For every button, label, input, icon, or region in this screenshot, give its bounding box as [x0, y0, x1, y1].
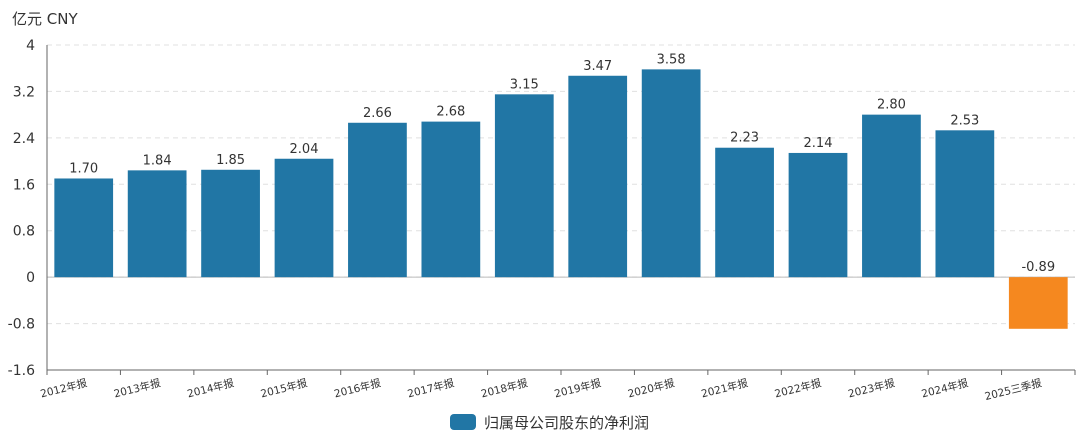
y-axis-unit-label: 亿元 CNY — [12, 10, 78, 28]
y-axis-ticks: 4 3.2 2.4 1.6 0.8 0 -0.8 -1.6 — [8, 38, 35, 379]
data-label: 2.80 — [877, 98, 906, 113]
y-tick-label: 3.2 — [13, 84, 35, 100]
x-tick-label: 2012年报 — [39, 376, 89, 400]
data-label: 1.84 — [143, 153, 172, 168]
x-tick-label: 2019年报 — [553, 376, 603, 400]
y-tick-label: -0.8 — [8, 317, 35, 333]
data-label: 2.04 — [290, 142, 319, 157]
bar — [1008, 277, 1068, 329]
y-tick-label: 0 — [26, 270, 35, 286]
bar — [348, 122, 407, 278]
y-tick-label: 0.8 — [13, 224, 35, 240]
data-labels: 1.70 1.84 1.85 2.04 2.66 2.68 3.15 3.47 3.58 2.23… — [69, 52, 1055, 275]
data-label: 3.47 — [583, 59, 612, 74]
bar — [788, 152, 848, 278]
data-label: 3.15 — [510, 77, 539, 92]
data-label: 2.14 — [804, 136, 833, 151]
x-tick-label: 2024年报 — [920, 376, 970, 400]
bar — [54, 178, 114, 278]
x-tick-label: 2025三季报 — [983, 376, 1043, 403]
bar — [641, 69, 701, 278]
x-tick-label: 2018年报 — [480, 376, 530, 400]
x-tick-label: 2023年报 — [847, 376, 897, 400]
legend[interactable]: 归属母公司股东的净利润 — [450, 410, 649, 434]
data-label: 2.23 — [730, 131, 759, 146]
legend-swatch — [450, 414, 476, 430]
bar — [201, 169, 260, 278]
x-tick-label: 2021年报 — [700, 376, 750, 400]
x-tick-label: 2014年报 — [186, 376, 236, 400]
y-tick-label: 4 — [26, 38, 35, 54]
bar — [715, 147, 774, 278]
data-label: 2.53 — [950, 113, 979, 128]
data-label: 2.66 — [363, 106, 392, 121]
bars — [54, 69, 1068, 329]
x-tick-label: 2017年报 — [406, 376, 456, 400]
bar — [568, 75, 628, 278]
bar — [421, 121, 481, 278]
bar — [862, 114, 921, 278]
x-tick-label: 2020年报 — [626, 376, 676, 400]
data-label: 1.70 — [69, 161, 98, 176]
y-tick-label: 2.4 — [13, 131, 35, 147]
x-tick-label: 2015年报 — [259, 376, 309, 400]
legend-label: 归属母公司股东的净利润 — [484, 413, 650, 432]
bar — [127, 170, 187, 278]
bar — [935, 130, 995, 278]
data-label: -0.89 — [1021, 260, 1055, 275]
data-label: 3.58 — [657, 52, 686, 67]
bar — [494, 94, 554, 278]
x-tick-label: 2016年报 — [333, 376, 383, 400]
data-label: 1.85 — [216, 153, 245, 168]
data-label: 2.68 — [436, 105, 465, 120]
y-tick-label: 1.6 — [13, 177, 35, 193]
x-tick-label: 2013年报 — [112, 376, 162, 400]
y-tick-label: -1.6 — [8, 363, 35, 379]
x-tick-label: 2022年报 — [773, 376, 823, 400]
bar — [274, 158, 334, 278]
